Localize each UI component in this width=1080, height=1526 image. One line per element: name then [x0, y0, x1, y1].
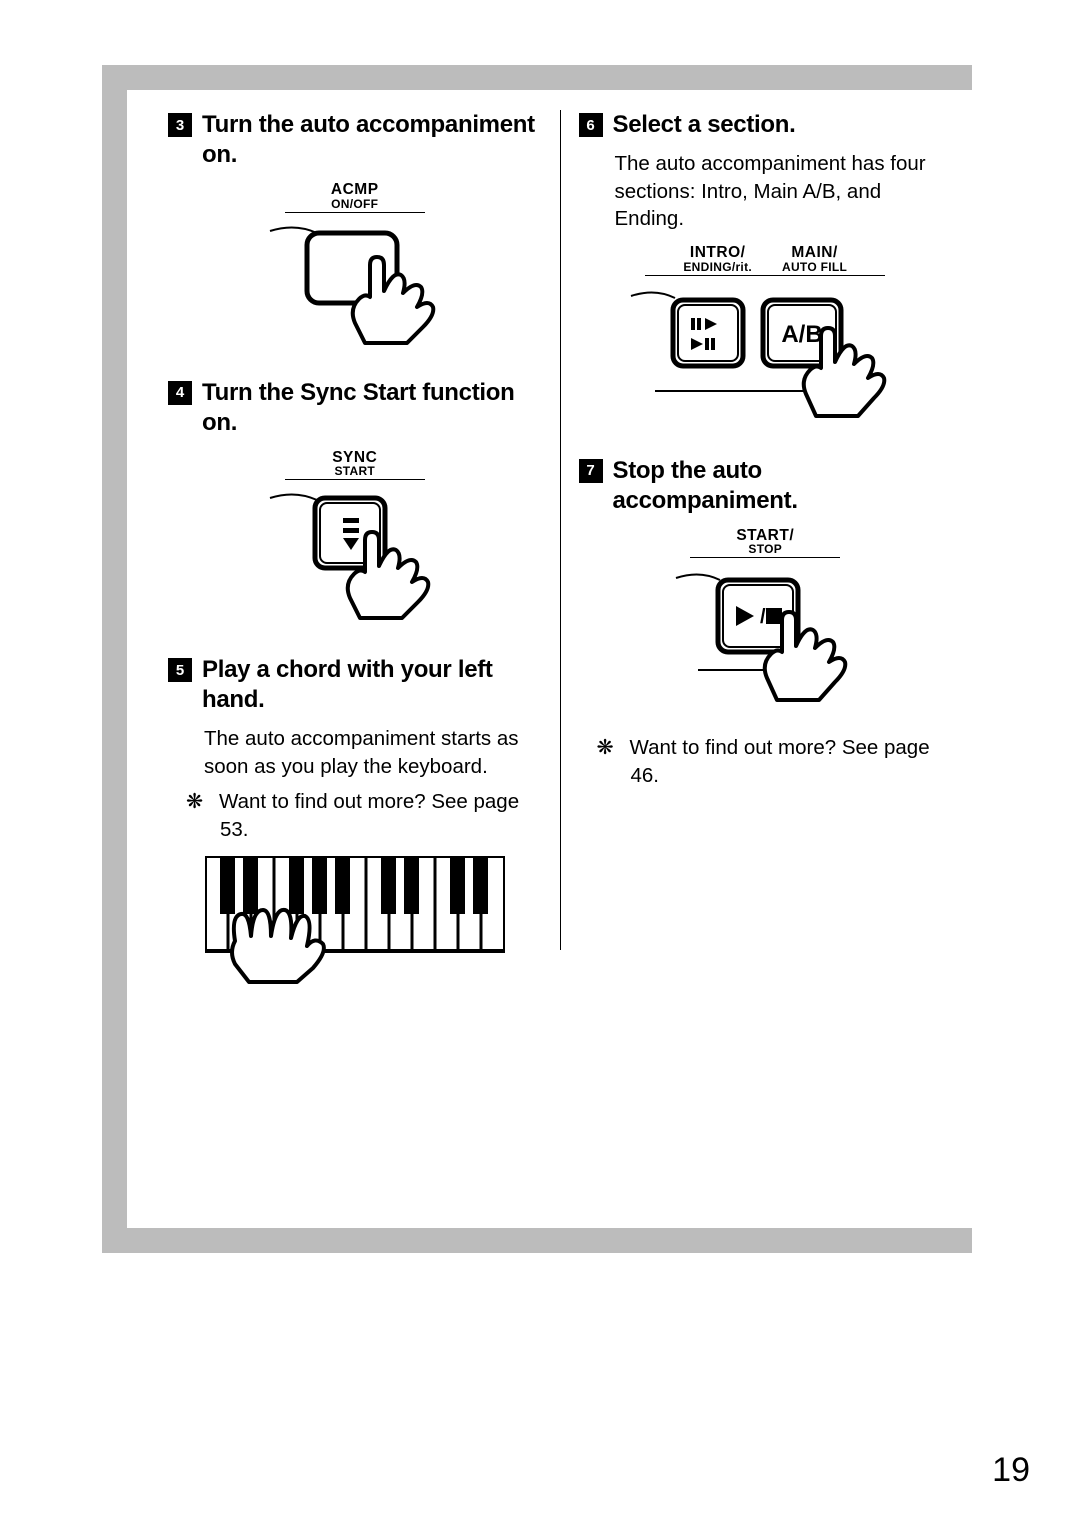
step-7-tip: ❋Want to find out more? See page 46.	[631, 734, 953, 789]
step-7-title: Stop the auto accompaniment.	[613, 456, 953, 516]
section-buttons-figure: INTRO/ENDING/rit. MAIN/AUTO FILL	[579, 245, 953, 426]
svg-text:/: /	[760, 606, 766, 628]
button-press-icon: /	[670, 558, 860, 708]
step-5-body: The auto accompaniment starts as soon as…	[204, 725, 542, 780]
step-4: 4 Turn the Sync Start func­tion on. SYNC…	[168, 378, 542, 626]
section-labels: INTRO/ENDING/rit. MAIN/AUTO FILL	[625, 245, 905, 273]
main-label-l1: MAIN/	[782, 245, 847, 261]
step-5-tip-text: Want to find out more? See page 53.	[219, 790, 519, 841]
sync-label-line1: SYNC	[265, 450, 445, 466]
button-press-icon	[265, 213, 445, 348]
content-columns: 3 Turn the auto accompani­ment on. ACMP …	[150, 110, 970, 1210]
asterisk-icon: ❋	[203, 788, 219, 816]
intro-label-l2: ENDING/rit.	[683, 261, 752, 273]
acmp-button-figure: ACMP ON/OFF	[168, 182, 542, 348]
main-label-l2: AUTO FILL	[782, 261, 847, 273]
step-3-title: Turn the auto accompani­ment on.	[202, 110, 542, 170]
page-number: 19	[992, 1451, 1030, 1490]
start-label-l1: START/	[670, 528, 860, 544]
step-num-badge: 7	[579, 459, 603, 483]
acmp-label-line1: ACMP	[265, 182, 445, 198]
step-num-badge: 6	[579, 113, 603, 137]
button-press-icon	[265, 480, 445, 625]
two-buttons-icon: A/B	[625, 276, 905, 426]
bottom-bar-decor	[102, 1228, 972, 1253]
right-column: 6 Select a section. The auto accompanime…	[561, 110, 971, 1210]
step-5-title: Play a chord with your left hand.	[202, 655, 542, 715]
sync-label: SYNC START	[265, 450, 445, 481]
keyboard-figure	[168, 856, 542, 986]
step-7-tip-text: Want to find out more? See page 46.	[630, 736, 930, 787]
step-6: 6 Select a section. The auto accompanime…	[579, 110, 953, 426]
manual-page: 3 Turn the auto accompani­ment on. ACMP …	[0, 0, 1080, 1526]
side-bar-decor	[102, 65, 127, 1253]
step-6-body: The auto accompaniment has four sections…	[615, 150, 953, 233]
step-5-tip: ❋Want to find out more? See page 53.	[220, 788, 542, 843]
startstop-label: START/ STOP	[670, 528, 860, 559]
step-4-title: Turn the Sync Start func­tion on.	[202, 378, 542, 438]
step-num-badge: 3	[168, 113, 192, 137]
intro-label-l1: INTRO/	[683, 245, 752, 261]
acmp-label-line2: ON/OFF	[265, 198, 445, 210]
step-3: 3 Turn the auto accompani­ment on. ACMP …	[168, 110, 542, 348]
asterisk-icon: ❋	[614, 734, 630, 762]
sync-label-line2: START	[265, 465, 445, 477]
step-7: 7 Stop the auto accompaniment. START/ ST…	[579, 456, 953, 790]
step-5: 5 Play a chord with your left hand. The …	[168, 655, 542, 986]
top-bar-decor	[102, 65, 972, 90]
startstop-button-figure: START/ STOP /	[579, 528, 953, 709]
left-column: 3 Turn the auto accompani­ment on. ACMP …	[150, 110, 560, 1210]
ab-button-text: A/B	[782, 321, 823, 348]
step-num-badge: 4	[168, 381, 192, 405]
step-6-title: Select a section.	[613, 110, 796, 140]
step-num-badge: 5	[168, 658, 192, 682]
start-label-l2: STOP	[670, 543, 860, 555]
sync-button-figure: SYNC START	[168, 450, 542, 626]
keyboard-icon	[205, 856, 505, 986]
acmp-label: ACMP ON/OFF	[265, 182, 445, 213]
